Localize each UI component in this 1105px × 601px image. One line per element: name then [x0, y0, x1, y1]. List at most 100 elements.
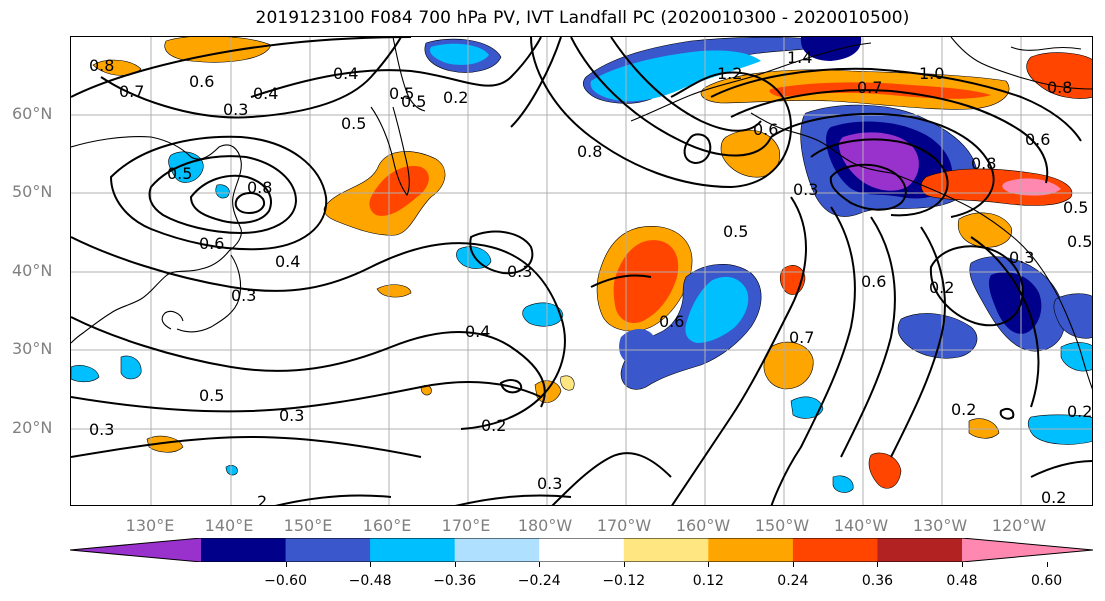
contour-label: 0.5: [341, 114, 366, 133]
colorbar-tick: [454, 562, 456, 567]
colorbar: [70, 538, 1093, 562]
contour-lines: [71, 37, 1092, 505]
colorbar-tick: [962, 562, 963, 567]
lat-label: 20°N: [12, 418, 53, 437]
lon-label: 170°E: [441, 516, 491, 535]
lon-label: 150°W: [754, 516, 810, 535]
colorbar-segments: [70, 538, 1093, 562]
contour-label: 0.8: [247, 178, 272, 197]
colorbar-segment: [70, 538, 201, 562]
lon-label: 140°W: [833, 516, 889, 535]
contour-label: 0.8: [971, 154, 996, 173]
lon-label: 130°E: [125, 516, 175, 535]
contour-label: 0.7: [119, 82, 144, 101]
colorbar-tick-label: 0.48: [946, 573, 978, 589]
colorbar-tick: [877, 562, 879, 567]
contour-label: 0.2: [951, 400, 976, 419]
lat-label: 30°N: [12, 339, 53, 358]
colorbar-tick-label: 0.12: [692, 573, 724, 589]
colorbar-tick: [539, 562, 541, 567]
colorbar-tick-label: 0.60: [1030, 573, 1063, 589]
lon-label: 140°E: [204, 516, 254, 535]
contour-label: 0.3: [223, 100, 248, 119]
colorbar-segment: [539, 538, 625, 562]
lat-label: 40°N: [12, 261, 53, 280]
colorbar-segment: [708, 538, 794, 562]
colorbar-tick-label: −0.12: [602, 573, 646, 589]
contour-label: 0.8: [89, 56, 114, 75]
colorbar-segment: [454, 538, 540, 562]
map-title: 2019123100 F084 700 hPa PV, IVT Landfall…: [255, 8, 910, 28]
contour-label: 0.5: [167, 164, 192, 183]
contour-label: 0.5: [389, 84, 414, 103]
lon-label: 160°E: [362, 516, 412, 535]
contour-label: 1.4: [787, 48, 812, 67]
contour-label: 0.4: [253, 84, 278, 103]
colorbar-tick: [370, 562, 372, 567]
colorbar-segment: [201, 538, 287, 562]
colorbar-tick-label: −0.24: [517, 573, 561, 589]
colorbar-segment: [877, 538, 963, 562]
contour-label: 0.6: [753, 120, 778, 139]
contour-label: 0.3: [793, 180, 818, 199]
gridlines: [71, 37, 1092, 505]
colorbar-segment: [370, 538, 456, 562]
lon-label: 160°W: [675, 516, 731, 535]
contour-label: 0.5: [1067, 232, 1092, 251]
colorbar-tick: [285, 562, 287, 567]
colorbar-segment: [792, 538, 878, 562]
contour-label: 0.4: [465, 322, 490, 341]
contour-label: 0.6: [861, 272, 886, 291]
contour-label: 0.2: [1067, 402, 1092, 421]
map-panel: 0.8 0.7 0.6 0.4 0.4 0.5 0.2 0.5 0.8 0.6 …: [70, 36, 1093, 506]
coastlines: [71, 37, 1092, 390]
lon-label: 180°W: [517, 516, 573, 535]
lon-label: 130°W: [912, 516, 968, 535]
lon-label: 170°W: [596, 516, 652, 535]
lon-label: 150°E: [283, 516, 333, 535]
contour-label: 0.3: [537, 474, 562, 493]
colorbar-tick: [792, 562, 794, 567]
contour-label: 0.5: [401, 92, 426, 111]
contour-label: 0.3: [231, 286, 256, 305]
lat-label: 60°N: [12, 104, 53, 123]
contour-label: 0.6: [199, 234, 224, 253]
contour-label: 0.2: [443, 88, 468, 107]
contour-label: 0.3: [89, 420, 114, 439]
contour-label-group: 0.8 0.7 0.6 0.4 0.4 0.5 0.2 0.5 0.8 0.6 …: [89, 48, 1092, 506]
contour-label: 0.6: [1025, 130, 1050, 149]
lat-label: 50°N: [12, 182, 53, 201]
colorbar-tick-label: −0.36: [433, 573, 477, 589]
contour-label: 0.6: [659, 312, 684, 331]
colorbar-tick: [708, 562, 710, 567]
contour-label: 0.3: [1009, 248, 1034, 267]
colorbar-tick-label: 0.24: [777, 573, 809, 589]
colorbar-tick: [623, 562, 625, 567]
lon-label: 120°W: [991, 516, 1047, 535]
map-plot: 0.8 0.7 0.6 0.4 0.4 0.5 0.2 0.5 0.8 0.6 …: [71, 37, 1092, 506]
contour-label: 0.5: [723, 222, 748, 241]
contour-label: 0.7: [789, 328, 814, 347]
colorbar-segment: [962, 538, 1093, 562]
contour-label: 2: [257, 492, 267, 506]
contour-label: 0.6: [189, 72, 214, 91]
contour-label: 0.7: [857, 78, 882, 97]
contour-label: 0.4: [275, 252, 300, 271]
contour-label: 0.8: [1047, 78, 1072, 97]
contour-label: 0.3: [279, 406, 304, 425]
contour-label: 1.2: [717, 64, 742, 83]
contour-label: 0.2: [1041, 488, 1066, 506]
colorbar-segment: [623, 538, 709, 562]
contour-label: 0.8: [577, 142, 602, 161]
colorbar-tick-label: 0.36: [861, 573, 894, 589]
contour-label: 0.2: [481, 416, 506, 435]
contour-label: 0.5: [1063, 198, 1088, 217]
contour-label: 0.5: [199, 386, 224, 405]
contour-label: 0.2: [929, 278, 954, 297]
colorbar-tick-label: −0.48: [348, 573, 392, 589]
contour-label: 0.4: [333, 64, 358, 83]
colorbar-segment: [285, 538, 371, 562]
contour-label: 0.3: [507, 262, 532, 281]
colorbar-tick: [1046, 562, 1048, 567]
contour-label: 1.0: [919, 64, 944, 83]
